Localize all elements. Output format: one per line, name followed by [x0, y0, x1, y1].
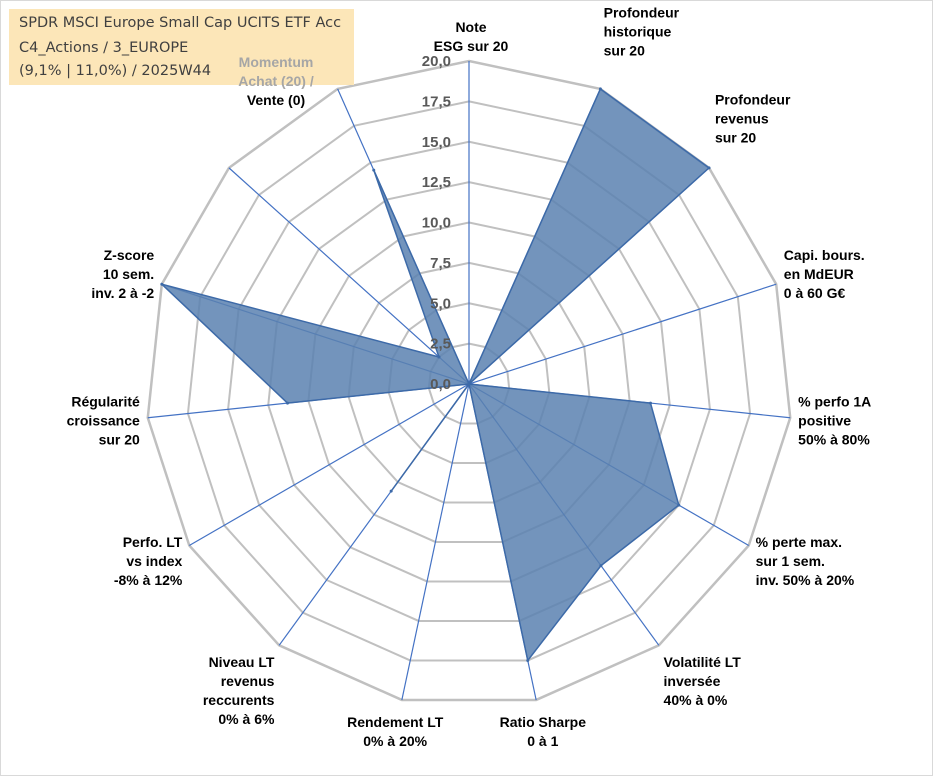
data-point — [677, 503, 681, 507]
axis-label: Vente (0) — [247, 92, 305, 108]
axis-label: % perfo 1A — [798, 394, 871, 410]
axis-label: Capi. bours. — [784, 247, 865, 263]
axis-label: croissance — [67, 413, 140, 429]
axis-label: 40% à 0% — [664, 692, 728, 708]
axis-label: 0 à 1 — [527, 733, 558, 749]
axis-label: 0 à 60 G€ — [784, 285, 846, 301]
radar-grid — [146, 59, 792, 702]
axis-spoke — [228, 167, 470, 385]
axis-label: revenus — [221, 673, 275, 689]
data-point — [467, 382, 471, 386]
radar-series — [160, 87, 711, 663]
tick-label: 0,0 — [430, 376, 451, 393]
axis-label: sur 20 — [604, 43, 645, 59]
tick-label: 12,5 — [422, 174, 451, 191]
axis-label: Z-score — [104, 247, 155, 263]
grid-ring — [267, 181, 671, 583]
tick-label: 15,0 — [422, 134, 451, 151]
fund-name: SPDR MSCI Europe Small Cap UCITS ETF Acc — [19, 15, 342, 31]
grid-ring — [387, 302, 551, 464]
grid-ring — [307, 221, 631, 543]
data-point — [598, 87, 602, 91]
data-point — [389, 489, 393, 493]
axis-label: historique — [604, 24, 672, 40]
axis-label: sur 20 — [715, 129, 756, 145]
axis-label: Perfo. LT — [123, 534, 183, 550]
data-point — [160, 282, 164, 286]
axis-label: reccurents — [203, 692, 275, 708]
axis-label: 10 sem. — [103, 266, 154, 282]
axis-label: ESG sur 20 — [434, 38, 509, 54]
axis-label: 0% à 20% — [363, 733, 427, 749]
axis-label: en MdEUR — [784, 266, 854, 282]
axis-label: 50% à 80% — [798, 432, 870, 448]
radar-tick-labels: 0,0 2,5 5,0 7,5 10,0 12,5 15,0 17,5 20,0 — [422, 53, 451, 393]
axis-label: inv. 50% à 20% — [756, 572, 855, 588]
axis-label: Régularité — [71, 394, 140, 410]
fund-category: C4_Actions / 3_EUROPE — [19, 40, 189, 56]
data-point — [526, 658, 530, 662]
tick-label: 17,5 — [422, 93, 451, 110]
series-area — [161, 87, 711, 663]
axis-label: revenus — [715, 110, 769, 126]
axis-label: 0% à 6% — [218, 711, 275, 727]
tick-label: 2,5 — [430, 336, 451, 353]
grid-ring — [186, 100, 752, 662]
data-point — [599, 564, 603, 568]
axis-label: Rendement LT — [347, 714, 444, 730]
tick-label: 5,0 — [430, 295, 451, 312]
axis-spoke — [468, 283, 777, 385]
axis-label: -8% à 12% — [114, 572, 183, 588]
grid-ring — [347, 261, 591, 504]
axis-spoke — [188, 383, 470, 547]
grid-ring — [227, 140, 711, 622]
axis-label: Profondeur — [715, 91, 791, 107]
data-point — [648, 401, 652, 405]
data-point — [707, 166, 711, 170]
axis-spoke — [401, 383, 470, 701]
grid-ring — [146, 59, 792, 702]
axis-label: inv. 2 à -2 — [91, 285, 154, 301]
axis-label: % perte max. — [756, 534, 842, 550]
axis-label: Niveau LT — [209, 654, 275, 670]
data-point — [286, 401, 290, 405]
tick-label: 7,5 — [430, 255, 451, 272]
axis-label: sur 20 — [99, 432, 140, 448]
axis-label: Volatilité LT — [664, 654, 742, 670]
radar-axis-labels: Note ESG sur 20 Profondeur historique sur 20… — [67, 5, 872, 750]
axis-label: vs index — [126, 553, 182, 569]
tick-label: 20,0 — [422, 53, 451, 70]
info-box: SPDR MSCI Europe Small Cap UCITS ETF Acc… — [9, 9, 354, 85]
fund-stats: (9,1% | 11,0%) / 2025W44 — [19, 63, 212, 79]
axis-label: Profondeur — [604, 5, 680, 21]
axis-label: inversée — [664, 673, 721, 689]
data-point — [372, 168, 376, 172]
axis-label: sur 1 sem. — [756, 553, 825, 569]
axis-label: Ratio Sharpe — [500, 714, 587, 730]
axis-label: Note — [455, 19, 486, 35]
axis-label: positive — [798, 413, 851, 429]
data-point — [437, 355, 441, 359]
tick-label: 10,0 — [422, 215, 451, 232]
